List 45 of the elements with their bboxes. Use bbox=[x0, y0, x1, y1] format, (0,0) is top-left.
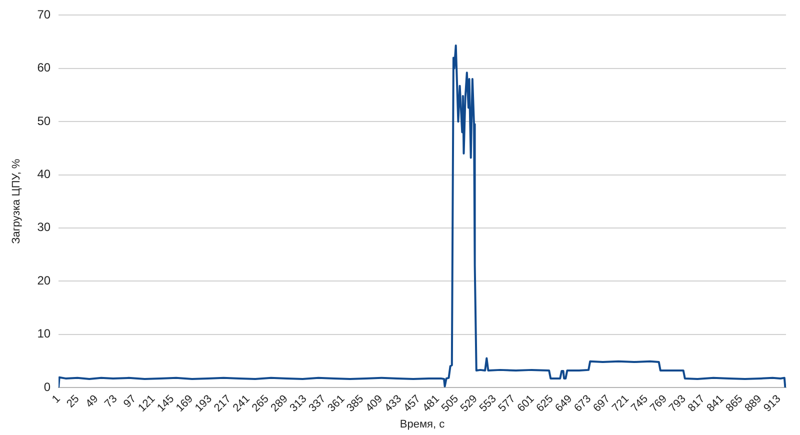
x-tick-label: 793 bbox=[666, 392, 688, 414]
x-tick-label: 673 bbox=[572, 392, 594, 414]
y-tick-label: 50 bbox=[37, 114, 51, 128]
x-tick-label: 505 bbox=[439, 392, 461, 414]
x-axis-title: Время, с bbox=[400, 418, 446, 430]
x-tick-label: 265 bbox=[250, 392, 272, 414]
x-tick-label: 73 bbox=[102, 392, 120, 410]
x-tick-label: 913 bbox=[762, 392, 784, 414]
y-tick-label: 40 bbox=[37, 167, 51, 182]
x-tick-label: 97 bbox=[121, 392, 139, 410]
x-tick-label: 409 bbox=[364, 392, 386, 414]
x-tick-label: 313 bbox=[288, 392, 310, 414]
x-tick-label: 385 bbox=[344, 392, 366, 414]
y-tick-label: 0 bbox=[44, 380, 51, 394]
x-tick-label: 817 bbox=[686, 392, 708, 414]
x-tick-label: 481 bbox=[420, 392, 442, 414]
x-tick-label: 49 bbox=[84, 392, 101, 410]
y-tick-label: 20 bbox=[37, 273, 51, 288]
x-tick-label: 697 bbox=[591, 392, 613, 414]
x-tick-label: 25 bbox=[64, 392, 82, 410]
x-tick-label: 1 bbox=[50, 392, 63, 406]
x-tick-label: 553 bbox=[477, 392, 499, 414]
y-axis-title: Загрузка ЦПУ, % bbox=[10, 158, 23, 244]
x-tick-label: 457 bbox=[402, 392, 423, 414]
x-tick-label: 289 bbox=[268, 392, 290, 414]
x-tick-label: 841 bbox=[704, 392, 726, 414]
x-tick-label: 529 bbox=[458, 392, 480, 414]
x-tick-label: 145 bbox=[155, 392, 177, 414]
x-tick-label: 433 bbox=[382, 392, 404, 414]
x-tick-label: 649 bbox=[553, 392, 575, 414]
x-tick-label: 577 bbox=[496, 392, 518, 414]
x-tick-label: 625 bbox=[534, 392, 556, 414]
y-tick-label: 60 bbox=[37, 60, 51, 75]
x-tick-label: 865 bbox=[724, 392, 746, 414]
x-tick-label: 769 bbox=[648, 392, 670, 414]
x-tick-label: 337 bbox=[306, 392, 328, 414]
y-tick-label: 30 bbox=[37, 220, 51, 234]
y-tick-label: 70 bbox=[37, 8, 51, 22]
x-tick-label: 361 bbox=[326, 392, 348, 414]
x-tick-label: 601 bbox=[515, 392, 537, 414]
x-tick-label: 889 bbox=[742, 392, 764, 414]
x-tick-label: 121 bbox=[136, 392, 158, 414]
y-tick-label: 10 bbox=[37, 326, 51, 341]
x-tick-label: 217 bbox=[212, 392, 234, 414]
x-tick-label: 241 bbox=[230, 392, 252, 414]
